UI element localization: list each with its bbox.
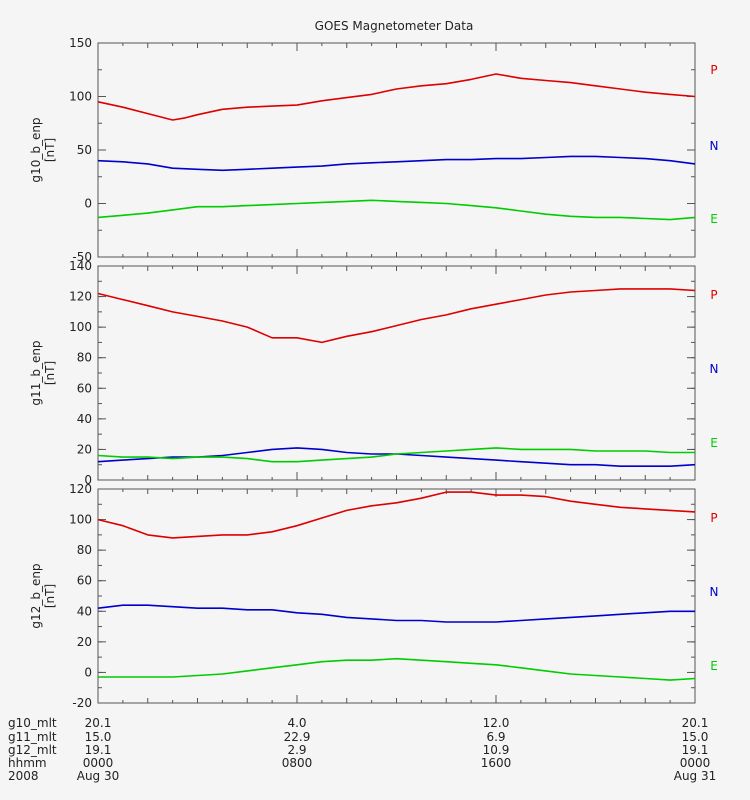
footer-row-label: 2008: [8, 769, 39, 783]
footer-value: 12.0: [483, 716, 510, 730]
y-tick-label: 40: [77, 604, 92, 618]
y-axis-label: g11_b_enp: [29, 340, 43, 405]
y-axis-unit: [nT]: [43, 138, 57, 162]
footer-value: 22.9: [284, 730, 311, 744]
y-tick-label: 20: [77, 442, 92, 456]
footer-value: 19.1: [85, 743, 112, 757]
legend-N: N: [710, 585, 719, 599]
panel-frame-2: [97, 265, 696, 481]
series-line-P: [97, 288, 696, 344]
y-tick-label: 0: [84, 665, 92, 679]
y-tick-label: 120: [69, 290, 92, 304]
y-tick-label: 140: [69, 259, 92, 273]
y-tick-label: 150: [69, 36, 92, 50]
y-tick-label: 60: [77, 574, 92, 588]
y-tick-label: 40: [77, 412, 92, 426]
footer-value: 2.9: [287, 743, 306, 757]
legend-N: N: [710, 139, 719, 153]
footer-value: 6.9: [486, 730, 505, 744]
series-line-P: [97, 73, 696, 121]
legend-E: E: [710, 436, 718, 450]
panel-frame-3: [97, 488, 696, 704]
y-axis-unit: [nT]: [43, 361, 57, 385]
legend-E: E: [710, 659, 718, 673]
y-tick-label: 0: [84, 473, 92, 487]
y-tick-label: 60: [77, 381, 92, 395]
footer-value: 15.0: [682, 730, 709, 744]
footer-row-label: g10_mlt: [8, 716, 57, 730]
footer-value: 10.9: [483, 743, 510, 757]
legend-P: P: [710, 511, 717, 525]
footer-value: 0000: [83, 756, 114, 770]
series-line-N: [97, 155, 696, 172]
footer-value: Aug 30: [77, 769, 120, 783]
series-line-E: [98, 657, 696, 681]
footer-value: 20.1: [682, 716, 709, 730]
legend-P: P: [710, 288, 717, 302]
series-line-E: [97, 199, 696, 221]
y-tick-label: -20: [72, 696, 92, 710]
chart-title: GOES Magnetometer Data: [315, 19, 474, 33]
footer-value: Aug 31: [674, 769, 717, 783]
y-tick-label: 100: [69, 513, 92, 527]
y-tick-label: 80: [77, 351, 92, 365]
footer-value: 1600: [481, 756, 512, 770]
footer-value: 15.0: [85, 730, 112, 744]
y-tick-label: 100: [69, 320, 92, 334]
y-axis-label: g10_b_enp: [29, 117, 43, 182]
footer-row-label: g12_mlt: [8, 743, 57, 757]
footer-row-label: hhmm: [8, 756, 47, 770]
series-line-P: [97, 491, 696, 539]
legend-E: E: [710, 212, 718, 226]
footer-value: 0800: [282, 756, 313, 770]
y-axis-label: g12_b_enp: [29, 563, 43, 628]
footer-value: 20.1: [85, 716, 112, 730]
footer-value: 19.1: [682, 743, 709, 757]
footer-value: 0000: [680, 756, 711, 770]
y-tick-label: 120: [69, 482, 92, 496]
y-tick-label: -50: [72, 250, 92, 264]
y-tick-label: 50: [77, 143, 92, 157]
y-tick-label: 80: [77, 543, 92, 557]
series-line-N: [97, 604, 695, 623]
y-tick-label: 0: [84, 197, 92, 211]
legend-N: N: [710, 362, 719, 376]
y-axis-unit: [nT]: [43, 584, 57, 608]
footer-row-label: g11_mlt: [8, 730, 57, 744]
footer-value: 4.0: [287, 716, 306, 730]
series-line-E: [97, 447, 695, 463]
y-tick-label: 100: [69, 90, 92, 104]
y-tick-label: 20: [77, 635, 92, 649]
panel-frame-1: [97, 42, 696, 258]
legend-P: P: [710, 63, 717, 77]
